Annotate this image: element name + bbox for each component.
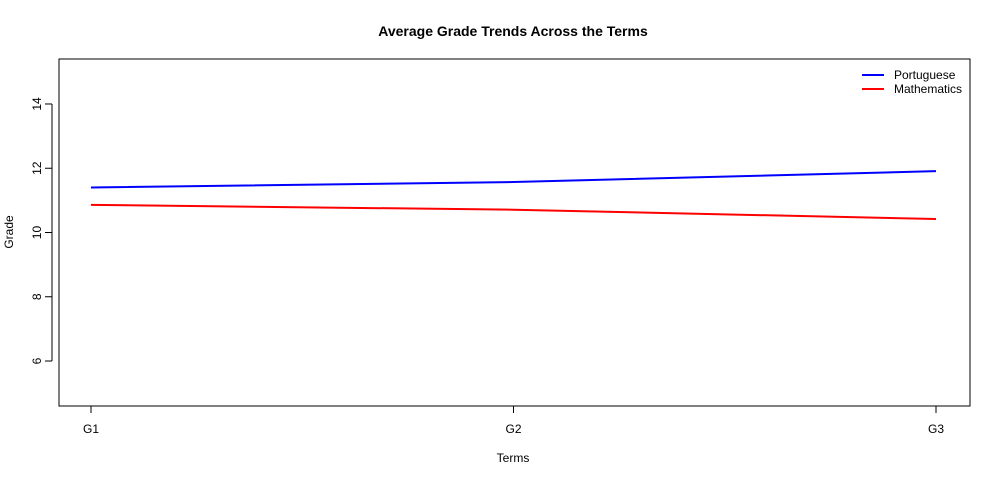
plot-frame xyxy=(58,58,971,407)
series-line-mathematics xyxy=(90,203,937,221)
x-tick-label: G3 xyxy=(928,422,944,436)
y-tick-label: 14 xyxy=(30,97,44,111)
y-tick-label: 12 xyxy=(30,161,44,175)
x-tick-label: G2 xyxy=(505,422,521,436)
y-tick-label: 6 xyxy=(30,357,44,364)
x-axis: G1 G2 G3 xyxy=(83,405,944,436)
x-axis-title: Terms xyxy=(497,451,530,465)
legend-label-portuguese: Portuguese xyxy=(894,68,956,82)
chart-title: Average Grade Trends Across the Terms xyxy=(378,23,648,39)
legend-label-mathematics: Mathematics xyxy=(894,82,962,96)
y-axis-title: Grade xyxy=(2,215,16,249)
y-axis: 6 8 10 12 14 xyxy=(30,97,53,364)
x-tick-label: G1 xyxy=(83,422,99,436)
series-line-portuguese xyxy=(90,170,937,189)
y-tick-label: 10 xyxy=(30,226,44,240)
y-tick-label: 8 xyxy=(30,293,44,300)
series-layer xyxy=(90,170,937,221)
